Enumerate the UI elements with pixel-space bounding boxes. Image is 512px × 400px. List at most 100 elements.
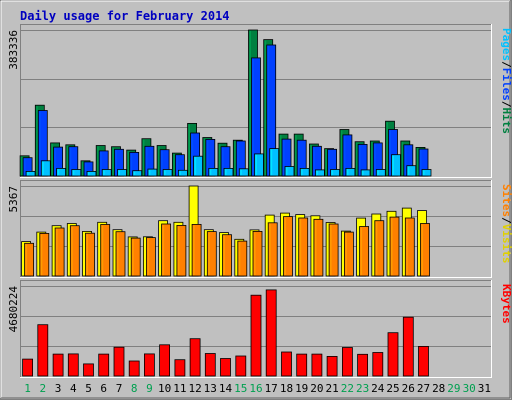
bar-highlight (145, 147, 148, 175)
bar-highlight (266, 216, 268, 275)
day-label: 31 (478, 382, 491, 395)
bar-highlight (54, 355, 56, 375)
bar-kbytes-day-8 (128, 360, 140, 377)
bar-highlight (389, 130, 391, 175)
bar-highlight (174, 223, 177, 275)
bar-highlight (386, 122, 388, 175)
bar-highlight (127, 151, 130, 175)
bar-sites-day-6 (100, 224, 111, 277)
bar-highlight (69, 147, 72, 175)
bar-highlight (203, 138, 206, 175)
day-label: 11 (173, 382, 186, 395)
bar-highlight (99, 355, 102, 375)
bar-highlight (97, 146, 99, 175)
bar-highlight (406, 219, 408, 275)
day-label: 27 (417, 382, 430, 395)
bar-highlight (270, 149, 273, 175)
bar-highlight (375, 221, 378, 275)
bar-highlight (221, 359, 223, 375)
bar-highlight (284, 217, 286, 275)
bar-sites-day-10 (161, 223, 172, 277)
bar-highlight (23, 360, 26, 375)
bar-highlight (160, 345, 163, 375)
chart-title: Daily usage for February 2014 (20, 9, 230, 23)
bar-kbytes-day-21 (326, 355, 338, 377)
bar-highlight (298, 141, 300, 175)
bar-highlight (147, 238, 149, 275)
legend-entry: Files (500, 68, 512, 101)
bar-kbytes-day-9 (143, 353, 155, 377)
bar-highlight (114, 230, 116, 275)
bar-highlight (328, 150, 331, 175)
bar-highlight (295, 135, 297, 175)
bar-highlight (342, 232, 344, 275)
bar-highlight (21, 156, 23, 175)
bar-kbytes-day-14 (220, 358, 231, 377)
day-label: 20 (310, 382, 323, 395)
bar-highlight (176, 155, 178, 175)
bar-highlight (72, 170, 75, 175)
bar-highlight (85, 162, 87, 175)
bar-highlight (222, 147, 224, 175)
bar-kbytes-day-12 (189, 338, 201, 377)
bar-highlight (311, 216, 314, 275)
bar-highlight (401, 142, 404, 175)
bar-highlight (161, 150, 163, 175)
bar-highlight (362, 170, 364, 175)
bar-highlight (299, 219, 302, 275)
day-label: 9 (146, 382, 153, 395)
bar-highlight (359, 145, 361, 175)
bar-highlight (51, 143, 54, 175)
bar-highlight (190, 187, 192, 275)
bar-highlight (39, 111, 41, 175)
bar-highlight (283, 140, 285, 175)
bar-highlight (407, 166, 410, 175)
bar-highlight (238, 242, 241, 275)
bar-sites-day-27 (420, 223, 430, 277)
bar-kbytes-day-19 (296, 353, 308, 377)
bar-highlight (179, 171, 181, 175)
bar-highlight (237, 142, 239, 175)
bar-sites-day-4 (69, 225, 80, 277)
bar-sites-day-25 (389, 216, 400, 277)
bar-highlight (86, 234, 88, 275)
day-label: 2 (39, 382, 46, 395)
bar-highlight (340, 130, 343, 175)
bar-kbytes-day-4 (67, 353, 79, 377)
bar-highlight (389, 333, 391, 375)
bar-highlight (252, 58, 254, 175)
bar-kbytes-day-16 (250, 294, 262, 377)
bar-highlight (42, 161, 44, 175)
bar-sites-day-17 (267, 222, 278, 277)
bar-sites-day-15 (237, 240, 248, 277)
day-label: 4 (70, 382, 77, 395)
panel-hits-files-pages: 383336 Pages/Files/Hits (7, 24, 512, 178)
bar-highlight (115, 150, 117, 175)
day-label: 15 (234, 382, 247, 395)
bar-kbytes-day-17 (265, 289, 277, 377)
day-label: 6 (100, 382, 107, 395)
bar-sites-day-9 (145, 237, 156, 277)
bar-highlight (191, 134, 194, 175)
bar-highlight (103, 170, 105, 175)
bar-highlight (112, 147, 114, 175)
panel-side-legend: Sites/Visits (500, 184, 512, 264)
bar-highlight (133, 171, 136, 175)
bar-sites-day-26 (404, 217, 415, 277)
bar-highlight (144, 237, 146, 275)
bar-highlight (27, 172, 29, 175)
bar-highlight (208, 232, 210, 275)
day-label: 29 (447, 382, 460, 395)
bar-sites-day-22 (343, 231, 354, 277)
bar-highlight (331, 170, 334, 175)
day-label: 3 (55, 382, 62, 395)
bar-kbytes-day-25 (387, 332, 399, 377)
bar-highlight (194, 157, 197, 175)
bar-highlight (377, 170, 379, 175)
bar-highlight (343, 135, 346, 175)
bar-highlight (164, 170, 166, 175)
bar-highlight (388, 212, 390, 275)
panel-kbytes: 4680224 KBytes (7, 280, 512, 378)
bar-highlight (404, 318, 406, 375)
